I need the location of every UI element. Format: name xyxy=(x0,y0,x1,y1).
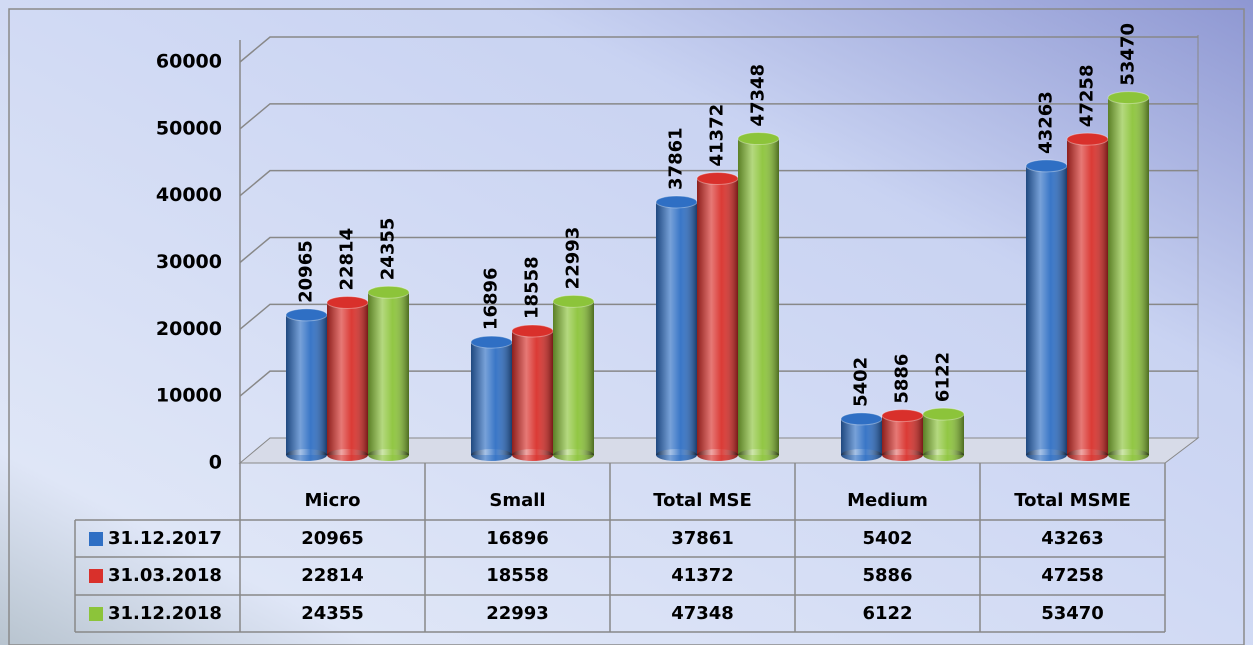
table-cell: 47348 xyxy=(671,603,734,624)
table-cell: 37861 xyxy=(671,528,734,549)
legend-label: 31.12.2017 xyxy=(108,528,222,549)
bar-shade xyxy=(738,138,779,455)
table-cell: 18558 xyxy=(486,565,549,586)
table-cell: 5402 xyxy=(862,528,912,549)
value-label: 24355 xyxy=(378,218,399,281)
y-tick-label: 10000 xyxy=(156,385,222,407)
value-label: 43263 xyxy=(1036,91,1057,154)
table-cell: 5886 xyxy=(862,565,912,586)
bar-top xyxy=(1107,91,1150,105)
value-label: 5886 xyxy=(892,354,913,404)
value-label: 47258 xyxy=(1077,65,1098,128)
value-label: 41372 xyxy=(707,104,728,167)
bar-shade xyxy=(286,314,327,455)
bar-top xyxy=(1025,159,1068,173)
legend-label: 31.12.2018 xyxy=(108,603,222,624)
bar-shade xyxy=(553,301,594,455)
category-label: Total MSE xyxy=(653,490,752,511)
value-label: 47348 xyxy=(748,64,769,127)
value-label: 22814 xyxy=(337,228,358,291)
bar-shade xyxy=(841,418,882,455)
value-label: 37861 xyxy=(666,127,687,190)
y-tick-label: 60000 xyxy=(156,51,222,73)
y-tick-label: 0 xyxy=(209,452,222,474)
table-cell: 24355 xyxy=(301,603,364,624)
y-tick-label: 50000 xyxy=(156,117,222,139)
bar-shade xyxy=(1067,139,1108,455)
table-cell: 22814 xyxy=(301,565,364,586)
bar-top xyxy=(552,294,595,308)
grid-line xyxy=(239,36,1198,63)
table-cell: 43263 xyxy=(1041,528,1104,549)
legend-key xyxy=(89,569,103,583)
bar-top xyxy=(367,285,410,299)
value-label: 5402 xyxy=(851,357,872,407)
bar-shade xyxy=(697,178,738,455)
bar-top xyxy=(511,324,554,338)
category-label: Micro xyxy=(305,490,361,511)
value-label: 16896 xyxy=(481,267,502,330)
value-label: 18558 xyxy=(522,256,543,319)
y-tick-label: 40000 xyxy=(156,184,222,206)
grid-line xyxy=(239,303,1198,330)
bar-shade xyxy=(327,302,368,455)
bar-top xyxy=(655,195,698,209)
category-label: Total MSME xyxy=(1014,490,1131,511)
bar-top xyxy=(696,171,739,185)
bar-top xyxy=(922,407,965,421)
y-tick-label: 20000 xyxy=(156,318,222,340)
category-label: Medium xyxy=(847,490,928,511)
grid-line xyxy=(239,169,1198,197)
value-label: 53470 xyxy=(1118,23,1139,86)
grid-line xyxy=(239,103,1198,130)
grid-line xyxy=(239,370,1198,397)
value-label: 6122 xyxy=(933,352,954,402)
bar-top xyxy=(840,412,883,426)
bar-shade xyxy=(882,415,923,455)
bar-shade xyxy=(923,414,964,455)
legend-key xyxy=(89,532,103,546)
y-tick-label: 30000 xyxy=(156,251,222,273)
bar-top xyxy=(737,132,780,146)
table-cell: 47258 xyxy=(1041,565,1104,586)
table-cell: 16896 xyxy=(486,528,549,549)
bar-shade xyxy=(471,342,512,455)
bar-top xyxy=(326,296,369,310)
legend-key xyxy=(89,607,103,621)
data-table xyxy=(74,463,1166,633)
table-cell: 41372 xyxy=(671,565,734,586)
grid-line xyxy=(239,236,1198,264)
category-label: Small xyxy=(489,490,545,511)
legend-label: 31.03.2018 xyxy=(108,565,222,586)
table-cell: 6122 xyxy=(862,603,912,624)
bar-shade xyxy=(512,330,553,455)
value-label: 22993 xyxy=(563,227,584,290)
bar-shade xyxy=(1026,165,1067,455)
bar-top xyxy=(470,335,513,349)
value-label: 20965 xyxy=(296,240,317,303)
bar-top xyxy=(1066,132,1109,146)
bar-top xyxy=(881,409,924,423)
bar-top xyxy=(285,308,328,322)
frame xyxy=(8,8,1245,645)
bar-shade xyxy=(368,292,409,455)
bar-shade xyxy=(656,201,697,455)
table-cell: 22993 xyxy=(486,603,549,624)
table-cell: 53470 xyxy=(1041,603,1104,624)
table-cell: 20965 xyxy=(301,528,364,549)
bar-shade xyxy=(1108,97,1149,456)
